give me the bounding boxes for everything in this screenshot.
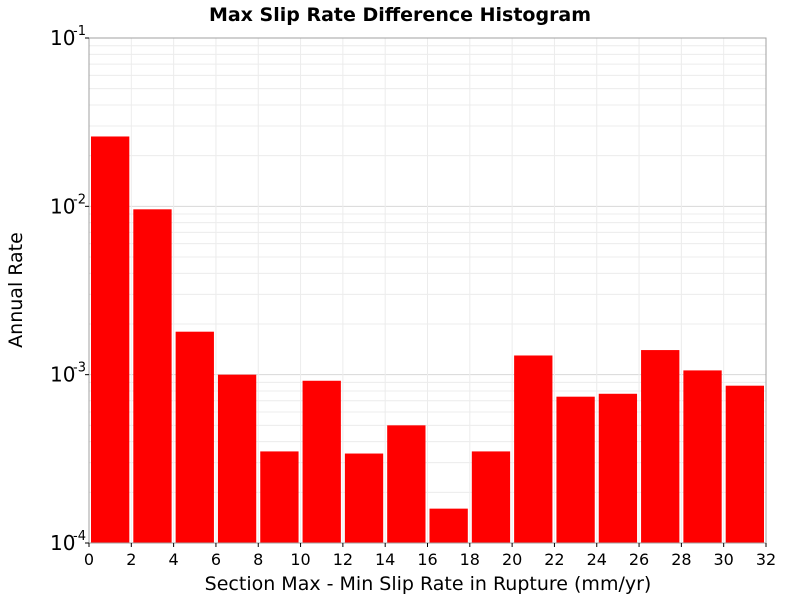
x-axis-ticks: 0 2 4 6 8 10 12 14 16 18 20 22 24 26 28 30 32 <box>84 543 776 569</box>
x-tick-label: 28 <box>671 550 691 569</box>
y-tick-exponent: -3 <box>73 361 86 376</box>
y-tick-exponent: -2 <box>73 192 86 207</box>
histogram-bar <box>641 350 680 543</box>
x-tick-label: 12 <box>333 550 353 569</box>
x-tick-label: 26 <box>629 550 649 569</box>
x-tick-label: 4 <box>169 550 179 569</box>
x-tick-label: 0 <box>84 550 94 569</box>
x-axis-label: Section Max - Min Slip Rate in Rupture (… <box>205 573 652 595</box>
histogram-bar <box>471 451 511 543</box>
y-tick-exponent: -1 <box>73 24 86 39</box>
y-tick-label: 10 <box>50 194 75 218</box>
x-tick-label: 30 <box>714 550 734 569</box>
y-tick-label: 10 <box>50 363 75 387</box>
y-axis-ticks: 10-410-310-210-1 <box>50 24 89 555</box>
histogram-bar <box>387 425 426 543</box>
histogram-bar <box>133 209 172 543</box>
x-tick-label: 8 <box>253 550 263 569</box>
x-tick-label: 18 <box>460 550 480 569</box>
x-tick-label: 32 <box>756 550 776 569</box>
histogram-bar <box>302 380 341 543</box>
x-tick-label: 10 <box>290 550 310 569</box>
histogram-bar <box>556 396 595 543</box>
x-tick-label: 14 <box>375 550 395 569</box>
x-tick-label: 2 <box>126 550 136 569</box>
histogram-bar <box>217 374 257 543</box>
x-tick-label: 6 <box>211 550 221 569</box>
x-tick-label: 16 <box>417 550 437 569</box>
y-tick-label: 10 <box>50 531 75 555</box>
chart-title: Max Slip Rate Difference Histogram <box>209 4 591 26</box>
histogram-bar <box>725 385 764 543</box>
histogram-bar <box>175 331 214 543</box>
histogram-bar <box>683 370 722 543</box>
histogram-bar <box>260 451 299 543</box>
histogram-bar <box>598 393 638 543</box>
histogram-bar <box>429 508 468 543</box>
histogram-bar <box>344 453 384 543</box>
bars-group <box>91 136 764 543</box>
x-tick-label: 20 <box>502 550 522 569</box>
x-tick-label: 24 <box>587 550 607 569</box>
histogram-bar <box>514 355 553 543</box>
y-axis-label: Annual Rate <box>5 232 27 348</box>
y-tick-label: 10 <box>50 26 75 50</box>
histogram-bar <box>91 136 130 543</box>
y-tick-exponent: -4 <box>73 529 86 544</box>
x-tick-label: 22 <box>544 550 564 569</box>
